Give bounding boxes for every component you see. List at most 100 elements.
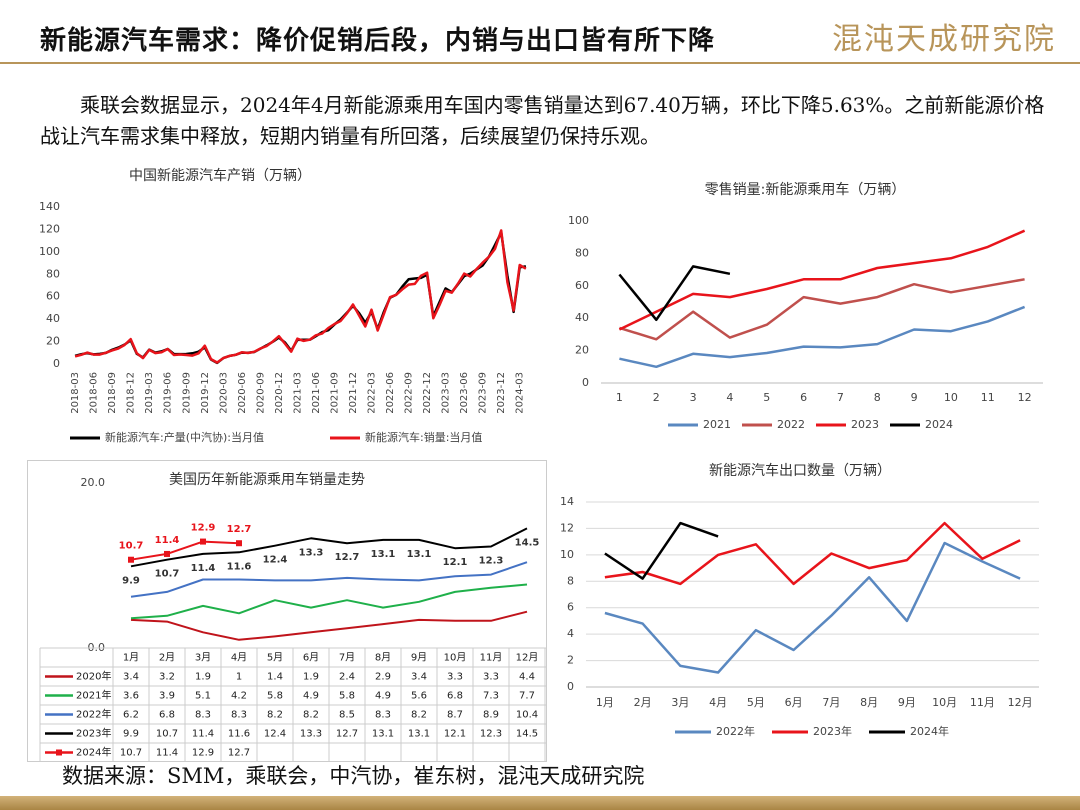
table-cell: 12.7 — [228, 748, 250, 759]
chart-export: 新能源汽车出口数量（万辆） 0 2 4 6 8 10 12 14 1月 2月 3月 4月 5月 6月 7月 8月… — [560, 462, 1039, 738]
x-tick-label: 2023-12 — [496, 372, 507, 414]
table-cell: 3.2 — [159, 672, 175, 683]
table-cell: 10.7 — [120, 748, 142, 759]
table-cell: 4.9 — [303, 691, 319, 702]
y-tick-label: 20 — [575, 344, 589, 357]
legend-label: 2020年 — [76, 670, 111, 683]
table-cell: 4.4 — [519, 672, 535, 683]
x-tick-label: 2020-09 — [255, 372, 266, 414]
x-tick-label: 2024-03 — [515, 372, 526, 414]
x-tick-label: 2021-03 — [292, 372, 303, 414]
data-label: 12.4 — [263, 555, 288, 566]
series-line — [604, 541, 1021, 674]
series-line — [619, 305, 1026, 369]
x-tick-label: 2018-12 — [126, 372, 137, 414]
x-tick-label: 2 — [653, 391, 660, 404]
x-tick-label: 2023-03 — [441, 372, 452, 414]
x-tick-label: 5 — [763, 391, 770, 404]
x-tick-label: 2020-12 — [274, 372, 285, 414]
series-line — [130, 610, 528, 641]
data-label: 10.7 — [155, 569, 180, 580]
chart-title: 零售销量:新能源乘用车（万辆） — [705, 181, 906, 198]
x-tick-label: 2023-09 — [478, 372, 489, 414]
legend-label: 2023 — [851, 418, 879, 431]
chart-title: 美国历年新能源乘用车销量走势 — [169, 471, 365, 488]
x-tick-label: 2018-06 — [89, 372, 100, 414]
data-label: 10.7 — [119, 541, 144, 552]
legend-label: 2022 — [777, 418, 805, 431]
table-cell: 8.5 — [339, 710, 355, 721]
table-cell: 3.4 — [123, 672, 139, 683]
table-cell: 10.4 — [516, 710, 538, 721]
table-cell: 13.1 — [408, 729, 430, 740]
series-line — [130, 527, 528, 568]
table-cell: 12.3 — [480, 729, 502, 740]
series-line — [130, 561, 528, 598]
x-tick-label: 2022-03 — [367, 372, 378, 414]
data-label: 13.1 — [407, 549, 432, 560]
table-header: 11月 — [480, 652, 503, 664]
data-label: 14.5 — [515, 537, 540, 548]
point-marker — [236, 540, 242, 547]
data-label: 12.7 — [227, 524, 252, 535]
table-cell: 12.7 — [336, 729, 358, 740]
y-tick-label: 12 — [560, 521, 574, 534]
table-cell: 1 — [236, 672, 242, 683]
legend-marker — [56, 749, 62, 756]
table-header: 9月 — [411, 652, 427, 664]
x-tick-label: 9 — [911, 391, 918, 404]
paragraph: 乘联会数据显示，2024年4月新能源乘用车国内零售销量达到67.40万辆，环比下… — [40, 93, 1045, 148]
legend-label: 2022年 — [76, 708, 111, 721]
table-cell: 14.5 — [516, 729, 538, 740]
x-tick-label: 2018-09 — [107, 372, 118, 414]
series-line — [604, 521, 719, 580]
table-cell: 4.2 — [231, 691, 247, 702]
series-line — [619, 278, 1025, 341]
x-tick-label: 2022-06 — [385, 372, 396, 414]
table-cell: 11.6 — [228, 729, 250, 740]
table-cell: 8.3 — [195, 710, 211, 721]
legend-label: 2022年 — [716, 724, 755, 738]
x-tick-label: 8 — [874, 391, 881, 404]
x-tick-label: 10 — [944, 391, 958, 404]
x-tick-label: 2022-09 — [404, 372, 415, 414]
table-cell: 2.9 — [375, 672, 391, 683]
y-tick-label: 0 — [567, 680, 574, 693]
x-tick-label: 2019-09 — [181, 372, 192, 414]
table-cell: 11.4 — [192, 729, 214, 740]
table-cell: 8.3 — [375, 710, 391, 721]
table-cell: 7.3 — [483, 691, 499, 702]
legend-label: 新能源汽车:销量:当月值 — [365, 430, 482, 444]
point-marker — [164, 550, 170, 557]
table-cell: 8.9 — [483, 710, 499, 721]
x-tick-label: 2021-12 — [348, 372, 359, 414]
x-tick-label: 2019-06 — [163, 372, 174, 414]
x-tick-label: 1 — [616, 391, 623, 404]
legend-label: 新能源汽车:产量(中汽协):当月值 — [105, 430, 264, 444]
y-tick-label: 2 — [567, 654, 574, 667]
table-header: 6月 — [303, 652, 319, 664]
table-cell: 2.4 — [339, 672, 355, 683]
table-header: 10月 — [444, 652, 467, 664]
legend-label: 2021年 — [76, 689, 111, 702]
table-header: 8月 — [375, 652, 391, 664]
data-label: 11.6 — [227, 561, 252, 572]
x-tick-label: 3月 — [671, 696, 689, 709]
x-tick-label: 3 — [690, 391, 697, 404]
point-marker — [200, 538, 206, 545]
table-cell: 3.3 — [447, 672, 463, 683]
x-tick-label: 2021-09 — [329, 372, 340, 414]
y-tick-label: 100 — [39, 245, 60, 258]
x-tick-label: 10月 — [932, 696, 957, 709]
table-cell: 5.8 — [267, 691, 283, 702]
y-tick-label: 0 — [582, 376, 589, 389]
x-tick-label: 12月 — [1008, 696, 1033, 709]
series-line — [618, 229, 1026, 331]
legend-label: 2023年 — [76, 727, 111, 740]
y-tick-label: 80 — [46, 267, 60, 280]
table-header: 12月 — [516, 652, 539, 664]
y-tick-label: 8 — [567, 574, 574, 587]
x-tick-label: 11 — [981, 391, 995, 404]
